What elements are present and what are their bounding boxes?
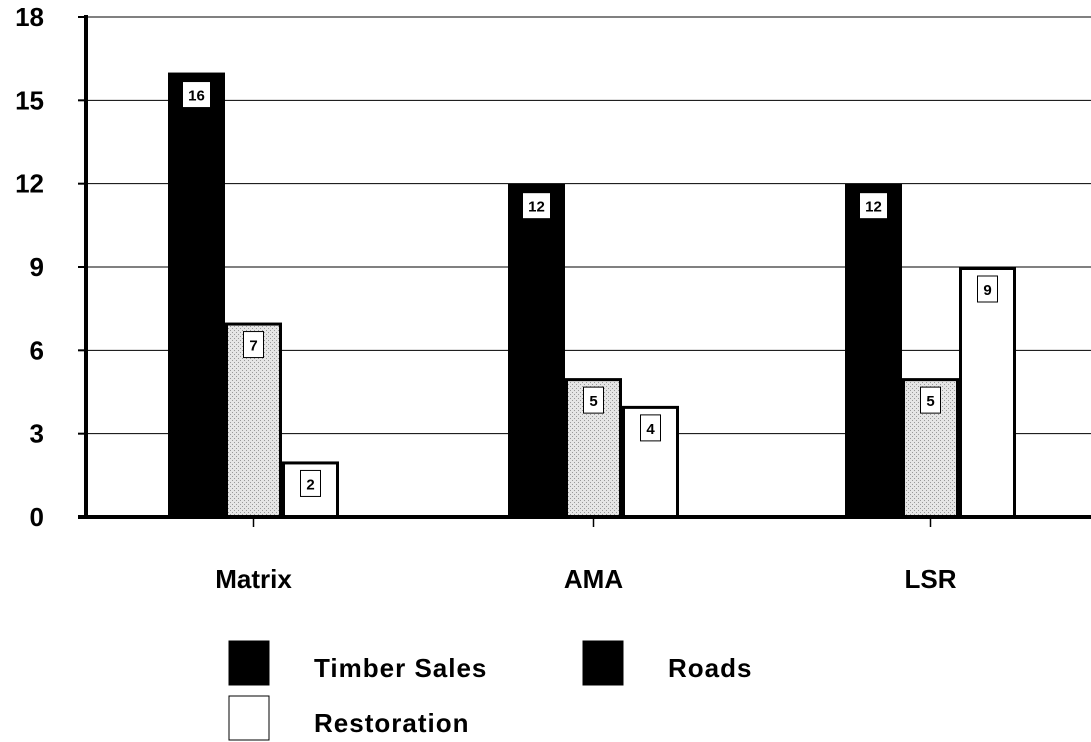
x-category-label: AMA [564, 564, 623, 594]
data-label-box [522, 192, 551, 220]
data-label: 9 [983, 282, 991, 299]
legend-label: Roads [668, 653, 752, 683]
y-tick-label: 9 [30, 252, 44, 282]
data-label-box [300, 469, 321, 497]
legend-label: Restoration [314, 708, 469, 738]
x-category-label: Matrix [215, 564, 292, 594]
data-label-box [920, 386, 941, 414]
y-tick-label: 15 [15, 85, 44, 115]
legend: Timber Sales Roads Restoration [228, 640, 752, 741]
data-label: 12 [528, 199, 545, 216]
data-label: 16 [188, 88, 205, 105]
bar-lsr-timber-sales [845, 183, 902, 519]
bars [168, 72, 1016, 519]
data-label: 4 [646, 421, 655, 438]
legend-swatch [582, 640, 624, 686]
bar-ama-timber-sales [508, 183, 565, 519]
bar-matrix-timber-sales [168, 72, 225, 519]
data-label: 2 [306, 476, 314, 493]
y-tick-label: 18 [15, 2, 44, 32]
x-category-label: LSR [905, 564, 957, 594]
data-label: 5 [926, 393, 934, 410]
data-label-box [583, 386, 604, 414]
data-labels: 16 7 2 12 5 4 12 5 9 [182, 81, 998, 497]
bar-lsr-restoration [959, 267, 1016, 519]
y-tick-label: 6 [30, 335, 44, 365]
x-axis-categories: Matrix AMA LSR [215, 517, 957, 594]
data-label-box [859, 192, 888, 220]
y-tick-label: 12 [15, 169, 44, 199]
legend-swatch [228, 695, 270, 741]
data-label: 7 [249, 338, 257, 355]
y-axis-ticks: 0 3 6 9 12 15 18 [15, 2, 86, 532]
data-label-box [640, 414, 661, 442]
data-label-box [243, 331, 264, 359]
data-label-box [977, 275, 998, 303]
data-label: 12 [865, 199, 882, 216]
y-tick-label: 3 [30, 419, 44, 449]
data-label-box [182, 81, 211, 109]
y-tick-label: 0 [30, 502, 44, 532]
legend-label: Timber Sales [314, 653, 487, 683]
legend-swatch [228, 640, 270, 686]
data-label: 5 [589, 393, 597, 410]
